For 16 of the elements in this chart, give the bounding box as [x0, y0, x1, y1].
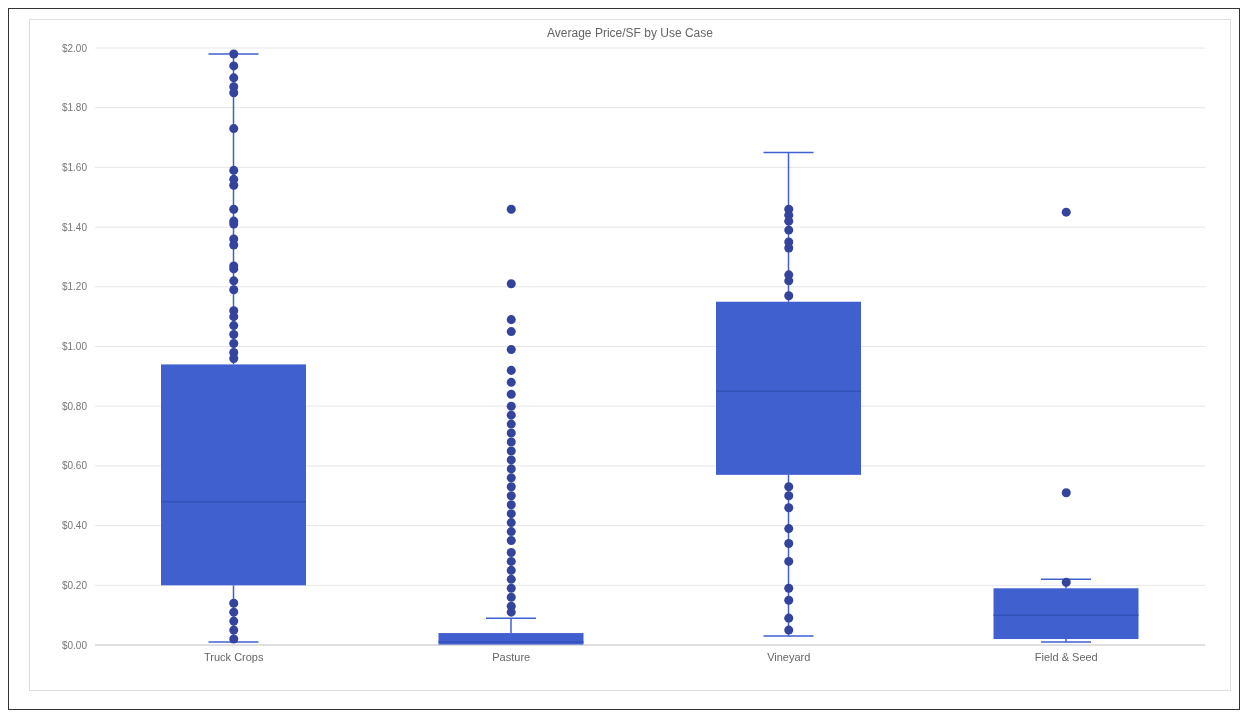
- y-tick-label: $0.80: [61, 400, 88, 412]
- x-tick-label: Vineyard: [767, 650, 811, 663]
- y-tick-label: $0.20: [61, 579, 88, 591]
- y-tick-label: $1.40: [61, 221, 88, 233]
- y-tick-label: $0.00: [61, 639, 88, 651]
- chart-title: Average Price/SF by Use Case: [546, 26, 714, 40]
- x-tick-label: Pasture: [492, 650, 531, 663]
- y-tick-label: $1.00: [61, 341, 88, 353]
- y-tick-label: $1.60: [61, 161, 88, 173]
- y-tick-label: $0.40: [61, 520, 88, 532]
- y-tick-label: $1.20: [61, 281, 88, 293]
- x-tick-label: Truck Crops: [204, 650, 264, 663]
- y-tick-label: $1.80: [61, 102, 88, 114]
- y-tick-label: $0.60: [61, 460, 88, 472]
- x-tick-label: Field & Seed: [1034, 650, 1098, 663]
- y-tick-label: $2.00: [61, 42, 88, 54]
